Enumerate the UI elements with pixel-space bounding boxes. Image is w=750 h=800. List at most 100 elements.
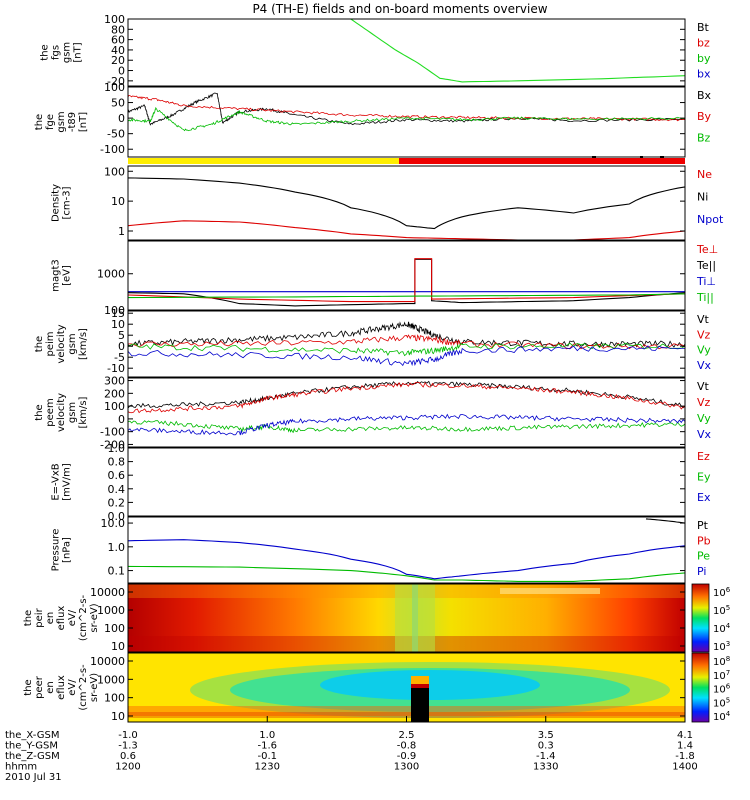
- series-Pi: [127, 539, 686, 580]
- series-Pt: [645, 518, 686, 524]
- y-tick-label: 100: [104, 13, 125, 26]
- legend-Ti||: Ti||: [696, 291, 714, 304]
- legend-Vy: Vy: [697, 412, 711, 425]
- x-row-value: -1.0: [118, 730, 138, 741]
- y-tick-label: -5: [114, 351, 125, 364]
- panel-frame: [127, 583, 686, 653]
- panel-frame: [127, 377, 686, 448]
- colorbar-label: 104: [713, 710, 731, 723]
- y-tick-label: 1000: [97, 604, 125, 617]
- y-axis-label: velocity: [56, 393, 67, 432]
- y-tick-label: -20: [107, 75, 125, 88]
- legend-Bx: Bx: [697, 89, 712, 102]
- panel-frame: [127, 240, 686, 311]
- x-row-value: 1300: [394, 762, 419, 773]
- y-tick-label: 40: [111, 44, 125, 57]
- y-tick-label: 0: [118, 65, 125, 78]
- legend-by: by: [697, 52, 711, 65]
- y-tick-label: 0.0: [108, 510, 126, 523]
- panel-frame: [127, 447, 686, 517]
- series-Vz: [128, 334, 686, 350]
- y-axis-label: gsm: [56, 111, 67, 132]
- series-Vy: [127, 420, 686, 434]
- y-tick-label: 5: [118, 329, 125, 342]
- x-row-value: 1.0: [259, 730, 275, 741]
- panel-frame: [127, 86, 686, 158]
- series-Te⊥: [127, 258, 686, 303]
- panel-frame: [127, 310, 686, 378]
- x-row-value: -1.6: [257, 741, 277, 752]
- colorbar-label: 108: [713, 655, 730, 668]
- panel-10: 10000 1000 100 10 the peer en eflux eV/(cm^2-s-s…: [23, 652, 731, 723]
- x-row-label: hhmm: [5, 762, 37, 773]
- y-axis-label: [km/s]: [78, 328, 89, 360]
- series-Vz: [127, 381, 686, 414]
- y-axis-label: eflux: [56, 606, 67, 631]
- legend-bz: bz: [697, 37, 710, 50]
- y-tick-label: 10000: [90, 586, 125, 599]
- series-Bz: [127, 106, 686, 132]
- legend-Ez: Ez: [697, 450, 710, 463]
- legend-By: By: [697, 110, 712, 123]
- x-row-value: 4.1: [677, 730, 693, 741]
- series-Vt: [127, 380, 686, 409]
- y-axis-label: eV/: [67, 609, 78, 626]
- colorbar-label: 106: [713, 586, 731, 599]
- y-axis-label: gsm: [62, 42, 73, 63]
- legend-Pt: Pt: [697, 519, 709, 532]
- series-Ni: [127, 177, 686, 230]
- legend-Bt: Bt: [697, 21, 710, 34]
- y-tick-label: 100: [104, 400, 125, 413]
- legend-Npot: Npot: [697, 213, 724, 226]
- x-row-value: -0.1: [257, 751, 277, 762]
- y-tick-label: 1.0: [108, 541, 126, 554]
- legend-Pb: Pb: [697, 534, 711, 547]
- x-row-value: -1.4: [536, 751, 556, 762]
- panel-frame: [127, 18, 686, 87]
- y-tick-label: -10: [107, 362, 125, 375]
- y-axis-label: the: [23, 610, 34, 626]
- ion-eflux-heatmap: [128, 584, 685, 652]
- y-axis-label: peir: [34, 607, 45, 627]
- y-tick-label: 0.6: [108, 469, 126, 482]
- y-tick-label: 0.1: [108, 565, 126, 578]
- electron-eflux-heatmap: [128, 653, 685, 722]
- date-label: 2010 Jul 31: [5, 772, 62, 783]
- y-axis-label: eflux: [56, 675, 67, 700]
- y-tick-label: 50: [111, 97, 125, 110]
- y-axis-label: [nT]: [73, 42, 84, 62]
- x-row-value: -0.8: [397, 741, 417, 752]
- x-row-value: 3.5: [538, 730, 554, 741]
- y-axis-label: [cm-3]: [62, 186, 73, 219]
- y-axis-label: gsm: [67, 333, 78, 354]
- y-tick-label: 200: [104, 387, 125, 400]
- y-axis-label: peem: [45, 398, 56, 426]
- y-axis-label: the: [34, 404, 45, 420]
- panel-2: 100 50 0 -50 -100 the fge gsm -t89 [nT] Bx By Bz: [34, 81, 712, 158]
- y-tick-label: 1000: [97, 268, 125, 281]
- y-axis-label: the: [34, 336, 45, 352]
- y-axis-label: peim: [45, 331, 56, 356]
- x-row-value: 1400: [672, 762, 697, 773]
- x-row-value: 0.3: [538, 741, 554, 752]
- panel-frame: [127, 516, 686, 584]
- x-axis-labels: the_X-GSM -1.0 1.0 2.5 3.5 4.1 the_Y-GSM -1.3 -1…: [5, 716, 698, 783]
- y-axis-label: gsm: [67, 402, 78, 423]
- panel-7: 1.00.80.60.40.20.0 E=-VxB [mV/m] Ez Ey Ex: [51, 442, 711, 523]
- y-tick-label: -200: [100, 438, 125, 451]
- y-axis-label: magt3: [51, 259, 62, 292]
- legend-Pe: Pe: [697, 550, 710, 563]
- legend-Ex: Ex: [697, 491, 711, 504]
- legend-Te⊥: Te⊥: [696, 243, 718, 256]
- y-axis-label: [km/s]: [78, 396, 89, 428]
- y-tick-label: -50: [107, 128, 125, 141]
- panel-8: 10.0 1.0 0.1 Pressure [nPa] Pt Pb Pe Pi: [51, 516, 711, 584]
- legend-Vt: Vt: [697, 313, 710, 326]
- y-tick-label: 80: [111, 23, 125, 36]
- series-Vy: [127, 342, 686, 357]
- y-axis-label: [mV/m]: [62, 463, 73, 501]
- y-axis-label: (cm^2-s-: [78, 664, 89, 711]
